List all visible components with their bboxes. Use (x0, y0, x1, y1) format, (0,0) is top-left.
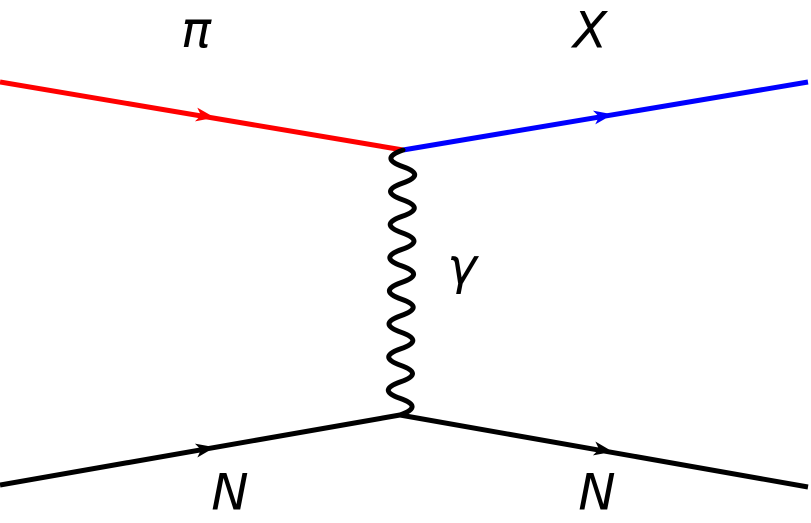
nucleon-line (0, 412, 809, 490)
arrow (592, 110, 613, 125)
photon-line (385, 147, 418, 418)
particle-label: N (211, 464, 248, 522)
particle-label: X (570, 2, 609, 60)
particle-label: π (181, 2, 212, 60)
arrow (194, 443, 215, 458)
arrow (194, 107, 215, 122)
particle-label: γ (447, 238, 479, 296)
arrow (592, 441, 613, 456)
particle-label: N (578, 464, 615, 522)
